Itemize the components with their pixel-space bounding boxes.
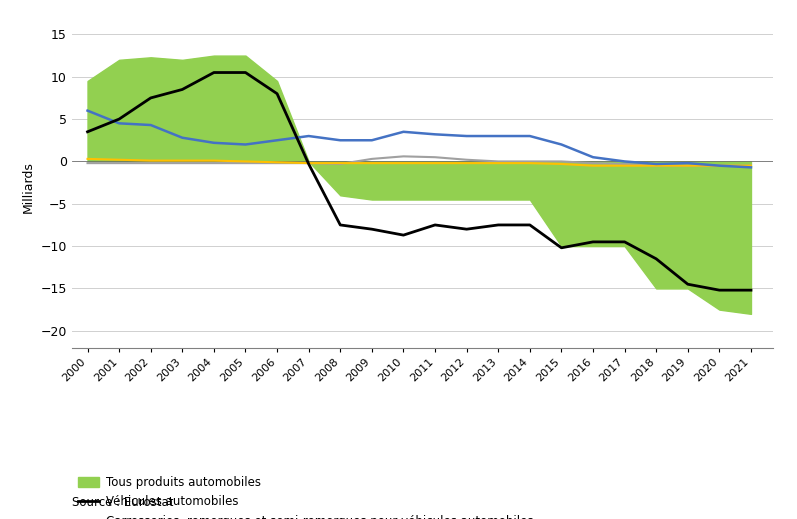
Y-axis label: Milliards: Milliards [22, 161, 35, 213]
Text: Source : Eurostat: Source : Eurostat [72, 496, 173, 509]
Legend: Tous produits automobiles, Véhicules automobiles, Carrosseries, remorques et sem: Tous produits automobiles, Véhicules aut… [77, 476, 533, 519]
